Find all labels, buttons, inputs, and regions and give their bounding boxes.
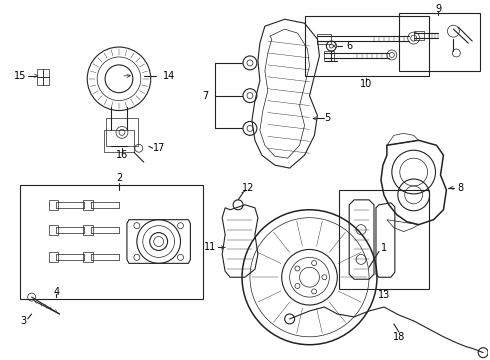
- Bar: [43, 69, 49, 77]
- Bar: [414, 31, 424, 40]
- Text: 14: 14: [163, 71, 175, 81]
- Bar: [83, 200, 93, 210]
- Text: 7: 7: [202, 91, 208, 101]
- Text: 2: 2: [116, 173, 122, 183]
- Text: 4: 4: [53, 287, 59, 297]
- Text: 18: 18: [392, 332, 405, 342]
- Text: 17: 17: [152, 143, 165, 153]
- Bar: [49, 252, 58, 262]
- Bar: [324, 51, 334, 61]
- Text: 1: 1: [381, 243, 387, 253]
- Bar: [339, 190, 429, 289]
- Text: 10: 10: [360, 79, 372, 89]
- Text: 16: 16: [116, 150, 128, 160]
- Bar: [83, 252, 93, 262]
- Bar: [43, 77, 49, 85]
- Bar: [37, 69, 43, 77]
- Bar: [318, 34, 331, 44]
- Text: 15: 15: [14, 71, 26, 81]
- Text: 3: 3: [21, 316, 27, 326]
- Bar: [49, 225, 58, 235]
- Text: 6: 6: [346, 41, 352, 51]
- Bar: [37, 77, 43, 85]
- Bar: [106, 118, 138, 146]
- Bar: [20, 185, 203, 299]
- Bar: [399, 13, 480, 71]
- Text: 8: 8: [457, 183, 464, 193]
- Text: 12: 12: [242, 183, 254, 193]
- Text: 11: 11: [204, 243, 217, 252]
- Bar: [49, 200, 58, 210]
- Bar: [104, 130, 134, 152]
- Bar: [83, 225, 93, 235]
- Text: 13: 13: [378, 290, 390, 300]
- Text: 9: 9: [436, 4, 441, 14]
- Bar: [305, 16, 429, 76]
- Text: 5: 5: [324, 113, 330, 123]
